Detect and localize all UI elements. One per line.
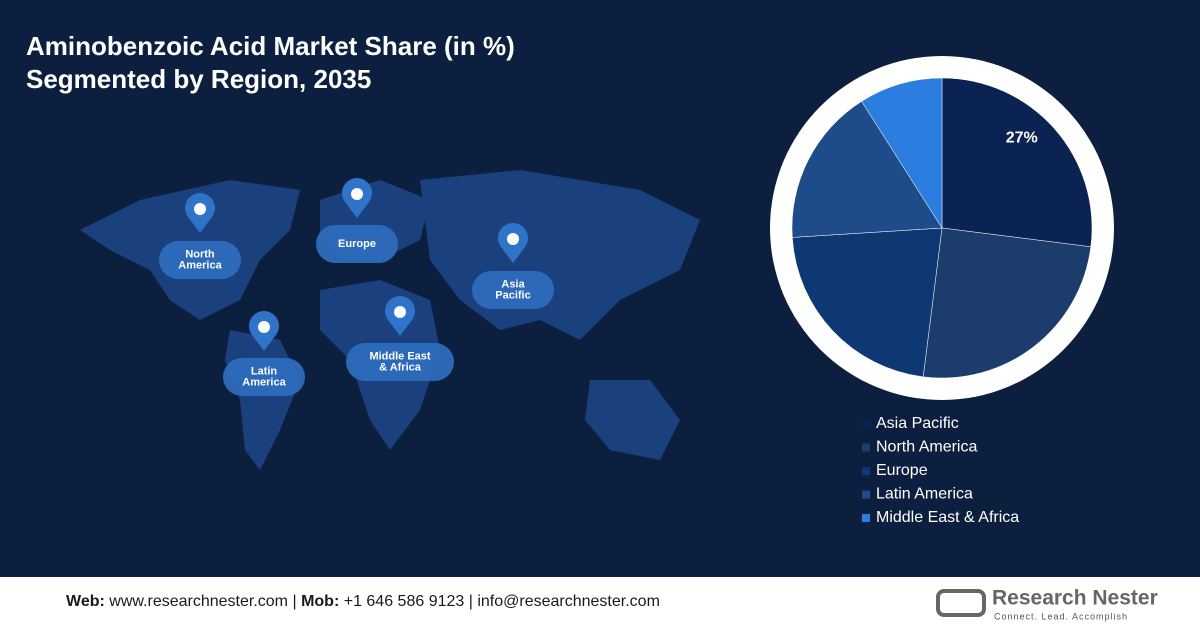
- mob: +1 646 586 9123: [344, 593, 465, 610]
- separator: |: [292, 593, 296, 610]
- data-label: 27%: [1006, 130, 1038, 147]
- pin-label-box: [223, 358, 305, 396]
- pie-slice: [792, 227, 943, 378]
- legend-label: North America: [876, 439, 977, 456]
- legend-label: Latin America: [876, 486, 973, 503]
- footer-band: [0, 577, 1200, 628]
- pin-label-box: [159, 241, 241, 279]
- web-label: Web:: [66, 593, 105, 610]
- pin-label: America: [242, 376, 286, 388]
- pin-label-box: [316, 225, 398, 263]
- pin-dot: [351, 188, 363, 200]
- pie-slice: [791, 101, 943, 238]
- pin-dot: [507, 233, 519, 245]
- brand: Research Nester: [992, 587, 1158, 610]
- web: www.researchnester.com: [108, 593, 288, 610]
- pie-slice: [861, 77, 943, 229]
- pin-label: Pacific: [495, 289, 530, 301]
- legend-swatch: [862, 420, 870, 428]
- pin-label-box: [472, 271, 554, 309]
- pin-dot: [258, 321, 270, 333]
- map-australia: [585, 380, 680, 460]
- tagline: Connect. Lead. Accomplish: [994, 611, 1128, 621]
- mob-label: Mob:: [301, 593, 339, 610]
- pin-label: & Africa: [379, 361, 422, 373]
- pin-dot: [194, 203, 206, 215]
- pie-slice: [941, 77, 1093, 248]
- pin-label-box: [346, 343, 454, 381]
- logo-icon: [936, 589, 986, 617]
- pie-slice: [922, 227, 1092, 379]
- pin-dot: [394, 306, 406, 318]
- chart-title: Aminobenzoic Acid Market Share (in %): [26, 31, 515, 61]
- pin-label: North: [185, 248, 215, 260]
- email: info@researchnester.com: [477, 593, 660, 610]
- legend-swatch: [862, 514, 870, 522]
- legend-label: Europe: [876, 462, 928, 479]
- pie: 27%: [791, 77, 1093, 379]
- separator: |: [469, 593, 473, 610]
- legend-swatch: [862, 443, 870, 452]
- chart-subtitle: Segmented by Region, 2035: [26, 64, 371, 94]
- footer-contact: Web: www.researchnester.com | Mob: +1 64…: [66, 593, 660, 610]
- legend-swatch: [862, 490, 870, 499]
- pin-label: Asia: [501, 278, 525, 290]
- legend: Asia Pacific North America Europe Latin Ame…: [862, 415, 1019, 526]
- pin-label: America: [178, 259, 222, 271]
- legend-label: Asia Pacific: [876, 415, 959, 432]
- legend-label: Middle East & Africa: [876, 509, 1019, 526]
- pin-label: Europe: [338, 238, 376, 250]
- pin-label: Latin: [251, 365, 278, 377]
- legend-swatch: [862, 467, 870, 475]
- pin-label: Middle East: [369, 350, 430, 362]
